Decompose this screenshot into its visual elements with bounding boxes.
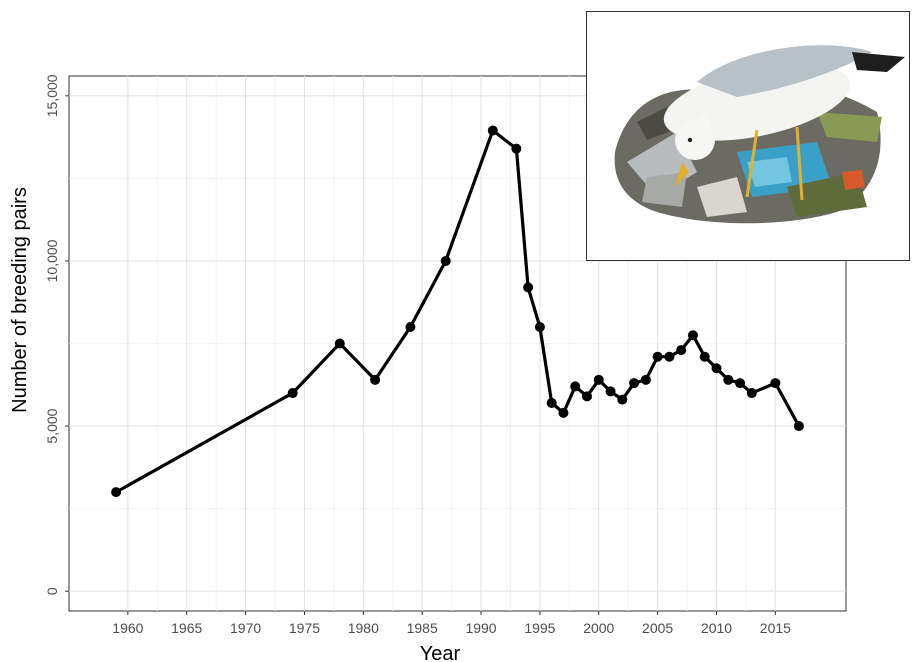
- data-point: [523, 282, 534, 293]
- data-point: [640, 374, 651, 385]
- data-point: [629, 378, 640, 389]
- x-tick-label: 2005: [642, 620, 673, 636]
- x-tick-label: 1995: [524, 620, 555, 636]
- x-tick-label: 1970: [230, 620, 261, 636]
- y-tick-label: 0: [44, 587, 60, 595]
- data-point: [735, 378, 746, 389]
- x-tick-label: 2010: [701, 620, 732, 636]
- data-point: [746, 388, 757, 399]
- x-tick-label: 1985: [407, 620, 438, 636]
- y-tick-label: 15,000: [44, 74, 60, 117]
- data-point: [687, 330, 698, 341]
- data-point: [546, 397, 557, 408]
- data-point: [652, 351, 663, 362]
- data-point: [793, 421, 804, 432]
- x-tick-label: 1960: [112, 620, 143, 636]
- data-point: [511, 143, 522, 154]
- data-point: [287, 388, 298, 399]
- data-point: [405, 321, 416, 332]
- gull-feeding-icon: [614, 45, 905, 224]
- data-point: [370, 374, 381, 385]
- data-point: [605, 386, 616, 397]
- data-point: [570, 381, 581, 392]
- y-tick-label: 5,000: [44, 408, 60, 443]
- x-axis-title: Year: [420, 643, 461, 662]
- data-point: [617, 394, 628, 405]
- data-point: [440, 255, 451, 266]
- data-point: [558, 407, 569, 418]
- data-point: [582, 391, 592, 402]
- data-point: [723, 374, 734, 385]
- y-axis-ticks: 0 5,000 10,000 15,000: [44, 74, 69, 595]
- data-point: [593, 374, 604, 385]
- x-tick-label: 1975: [289, 620, 320, 636]
- data-point: [664, 351, 675, 362]
- x-tick-label: 2000: [583, 620, 614, 636]
- x-axis-ticks: 1960 1965 1970 1975 1980 1985 1990 1995 2000 2005…: [112, 611, 791, 636]
- data-point: [676, 345, 687, 356]
- data-point: [487, 125, 498, 136]
- x-tick-label: 1990: [465, 620, 496, 636]
- x-tick-label: 1965: [171, 620, 202, 636]
- data-point: [534, 321, 545, 332]
- data-point: [111, 487, 122, 498]
- y-tick-label: 10,000: [44, 239, 60, 282]
- x-tick-label: 1980: [348, 620, 379, 636]
- data-point: [699, 351, 710, 362]
- data-point: [711, 363, 722, 374]
- y-axis-title: Number of breeding pairs: [9, 187, 31, 413]
- x-tick-label: 2015: [760, 620, 791, 636]
- data-points: [111, 125, 804, 498]
- gull-inset-image: [586, 11, 910, 261]
- data-point: [770, 378, 781, 389]
- data-point: [334, 338, 345, 349]
